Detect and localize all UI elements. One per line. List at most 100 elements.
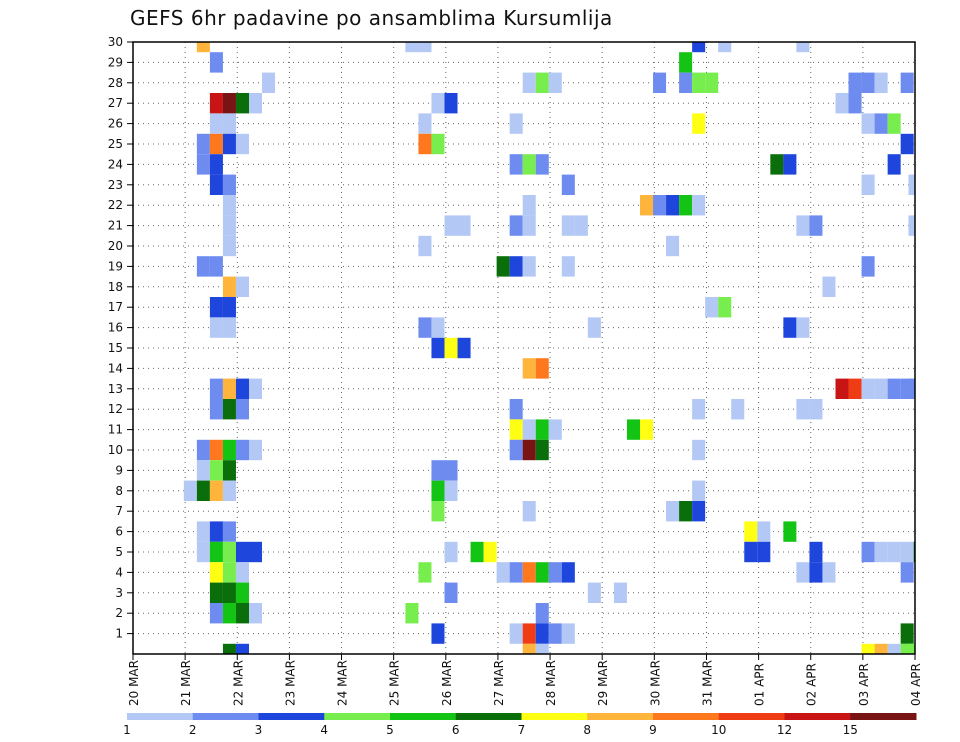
heatmap-cell <box>222 174 236 195</box>
heatmap-cell <box>509 439 523 461</box>
heatmap-cell <box>209 582 223 603</box>
heatmap-cell <box>874 72 888 93</box>
heatmap-cell <box>444 215 458 236</box>
heatmap-cell <box>744 521 758 542</box>
heatmap-cell <box>235 439 249 461</box>
heatmap-cell <box>887 378 901 399</box>
heatmap-cell <box>796 399 810 420</box>
heatmap-cell <box>196 460 210 481</box>
y-tick-label: 9 <box>115 463 123 477</box>
heatmap-cell <box>222 378 236 399</box>
heatmap-cell <box>692 72 706 93</box>
heatmap-cell <box>209 480 223 501</box>
heatmap-cell <box>235 582 249 603</box>
heatmap-cell <box>835 378 849 399</box>
colorbar-label: 9 <box>649 723 657 737</box>
heatmap-cell <box>431 337 445 359</box>
heatmap-cell <box>835 93 849 114</box>
y-tick-label: 15 <box>108 341 123 355</box>
y-tick-label: 18 <box>108 280 123 294</box>
heatmap-cell <box>418 133 432 155</box>
colorbar-label: 1 <box>123 723 131 737</box>
heatmap-cell <box>509 215 523 236</box>
heatmap-cell <box>209 52 223 73</box>
colorbar-swatch <box>258 713 325 720</box>
y-tick-label: 12 <box>108 402 123 416</box>
heatmap-cell <box>235 562 249 583</box>
heatmap-cell <box>209 317 223 338</box>
heatmap-cell <box>587 317 601 338</box>
heatmap-cell <box>522 256 536 277</box>
heatmap-cell <box>196 133 210 155</box>
heatmap-cell <box>639 195 654 216</box>
y-tick-label: 1 <box>115 627 123 641</box>
heatmap-cell <box>705 72 719 93</box>
heatmap-cell <box>222 215 236 236</box>
heatmap-cell <box>235 93 249 114</box>
heatmap-cell <box>587 582 601 603</box>
x-tick-label: 21 MAR <box>179 660 193 706</box>
heatmap-cell <box>431 317 445 338</box>
heatmap-cell <box>626 419 640 440</box>
heatmap-cell <box>209 93 223 114</box>
y-tick-label: 3 <box>115 586 123 600</box>
x-tick-label: 24 MAR <box>336 660 350 706</box>
heatmap-cell <box>522 623 536 644</box>
heatmap-cell <box>209 439 223 461</box>
heatmap-cell <box>809 562 823 583</box>
heatmap-cell <box>196 256 210 277</box>
heatmap-cell <box>718 42 732 53</box>
heatmap-cell <box>809 215 823 236</box>
heatmap-cell <box>679 72 693 93</box>
y-tick-label: 28 <box>108 76 123 90</box>
heatmap-cell <box>908 378 915 399</box>
heatmap-cell <box>535 643 549 654</box>
heatmap-cell <box>509 113 523 134</box>
heatmap-cell <box>444 460 458 481</box>
x-tick-label: 26 MAR <box>440 660 454 706</box>
heatmap-cell <box>900 562 914 583</box>
heatmap-cell <box>574 215 588 236</box>
heatmap-cell <box>222 113 236 134</box>
heatmap-cell <box>900 541 914 563</box>
x-tick-label: 04 APR <box>909 663 923 706</box>
colorbar: 1 2 3 4 5 6 7 8 9 10 12 15 <box>123 713 917 737</box>
heatmap-cell <box>209 541 223 563</box>
heatmap-cell <box>692 439 706 461</box>
heatmap-cell <box>470 541 484 563</box>
heatmap-cell <box>509 154 523 175</box>
heatmap-cell <box>418 42 432 53</box>
heatmap-cell <box>535 154 549 175</box>
heatmap-cell <box>861 256 875 277</box>
heatmap-cell <box>679 501 693 522</box>
heatmap-cell <box>861 643 875 654</box>
heatmap-cell <box>679 52 693 73</box>
heatmap-cell <box>783 154 797 175</box>
heatmap-cell <box>666 235 680 257</box>
colorbar-swatch <box>324 713 391 720</box>
y-tick-label: 22 <box>108 198 123 212</box>
chart-title: GEFS 6hr padavine po ansamblima Kursumli… <box>130 6 613 30</box>
heatmap-cell <box>783 317 797 338</box>
colorbar-swatch <box>587 713 654 720</box>
heatmap-cell <box>431 501 445 522</box>
x-axis: 20 MAR 21 MAR 22 MAR 23 MAR 24 MAR 25 MAR 26 M… <box>127 654 923 706</box>
heatmap-cell <box>822 276 836 297</box>
heatmap-cells <box>183 42 915 654</box>
heatmap-cell <box>431 133 445 155</box>
heatmap-cell <box>522 562 536 583</box>
heatmap-cell <box>509 256 523 277</box>
heatmap-cell <box>183 480 197 501</box>
heatmap-cell <box>900 643 914 654</box>
heatmap-cell <box>222 480 236 501</box>
heatmap-cell <box>222 195 236 216</box>
heatmap-cell <box>535 603 549 624</box>
heatmap-cell <box>235 603 249 624</box>
heatmap-cell <box>561 174 575 195</box>
heatmap-cell <box>509 419 523 440</box>
heatmap-cell <box>535 358 549 379</box>
heatmap-cell <box>874 378 888 399</box>
y-tick-label: 14 <box>108 361 123 375</box>
heatmap-cell <box>796 562 810 583</box>
heatmap-cell <box>653 195 667 216</box>
